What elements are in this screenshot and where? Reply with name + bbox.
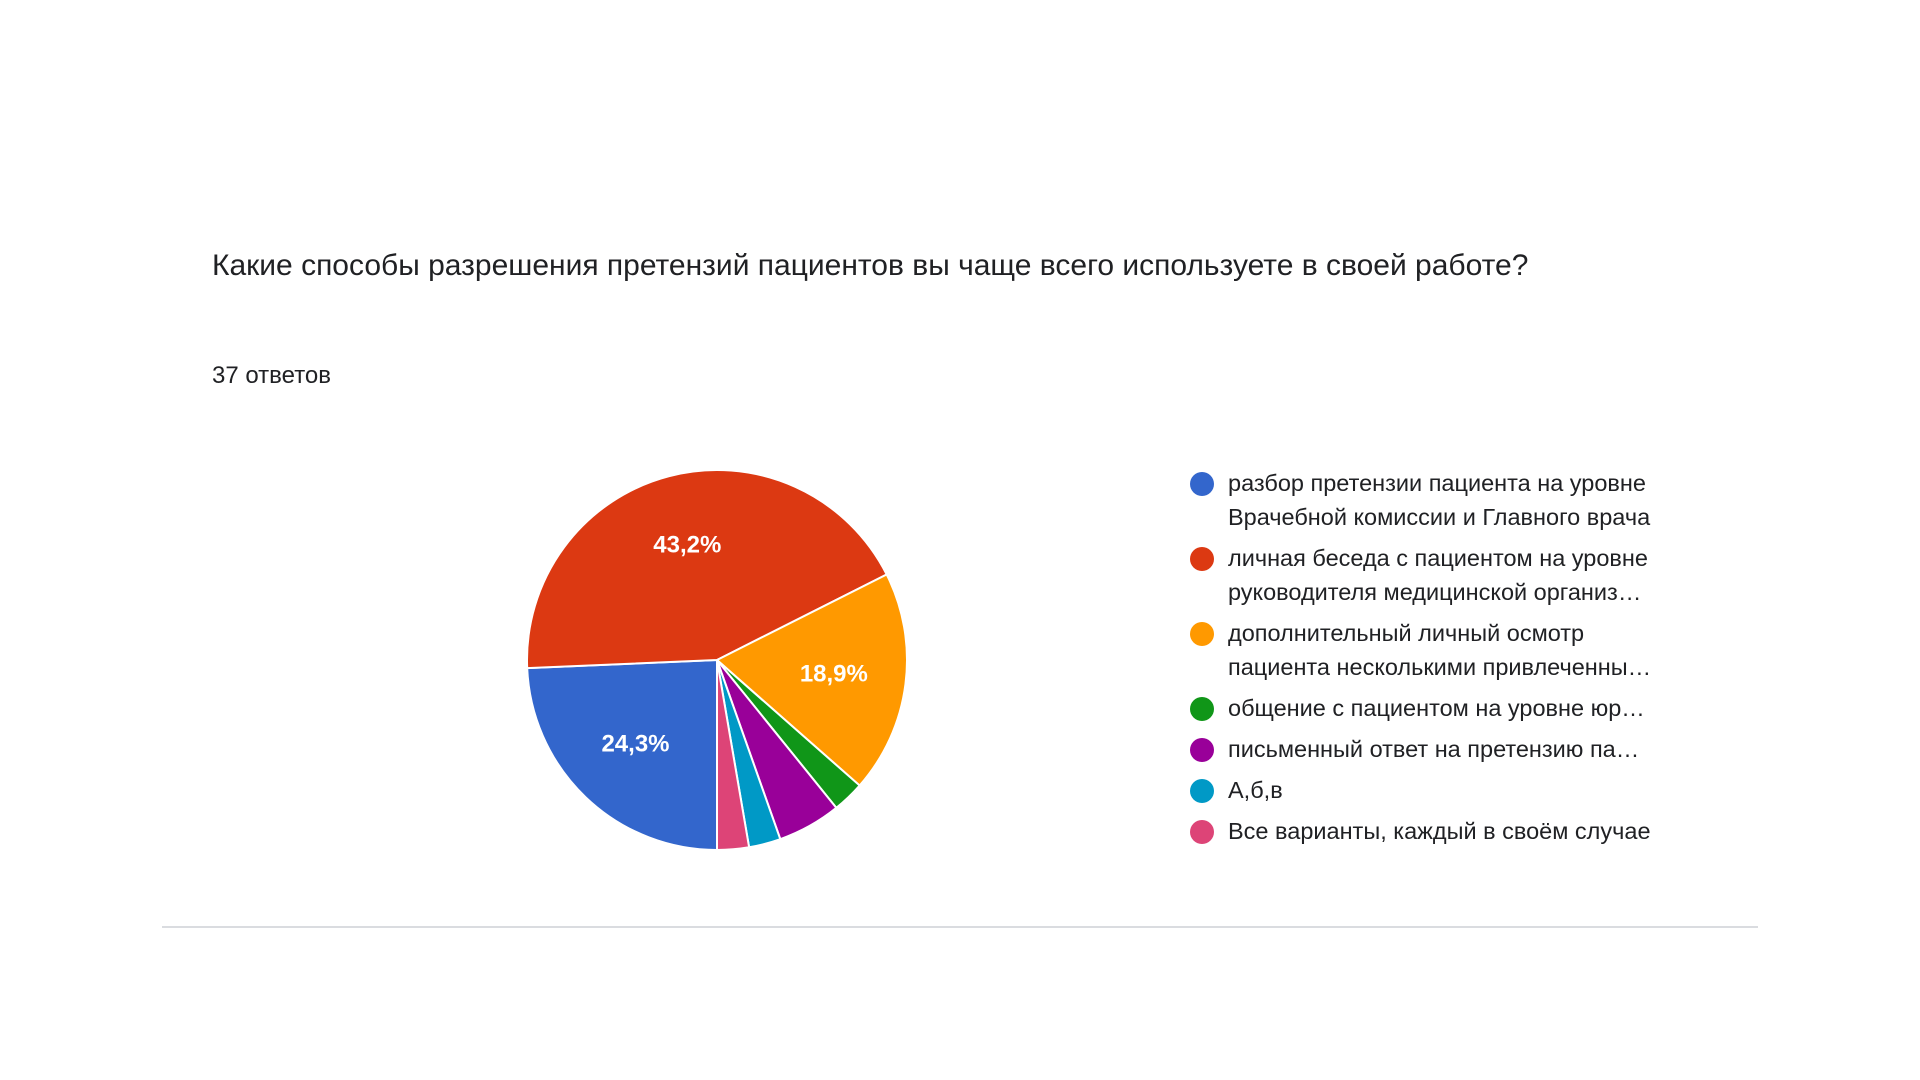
legend-item: общение с пациентом на уровне юр… (1190, 691, 1710, 725)
pie-slices (526, 469, 908, 852)
slice-label-2: 18,9% (800, 660, 868, 687)
legend-swatch (1190, 820, 1214, 844)
slice-label-0: 24,3% (601, 730, 669, 757)
legend-label: Все варианты, каждый в своём случае (1228, 818, 1651, 844)
pie-slice-0 (526, 658, 718, 852)
response-count: 37 ответов (212, 362, 332, 389)
pie-labels: 24,3% 43,2% 18,9% (601, 531, 867, 757)
legend-swatch (1190, 697, 1214, 721)
legend-label: письменный ответ на претензию па… (1228, 736, 1640, 762)
legend-item: дополнительный личный осмотр пациента не… (1190, 616, 1710, 684)
legend-item: разбор претензии пациента на уровне Врач… (1190, 466, 1710, 534)
legend-label: общение с пациентом на уровне юр… (1228, 695, 1645, 721)
legend-item: личная беседа с пациентом на уровне руко… (1190, 541, 1710, 609)
legend-swatch (1190, 547, 1214, 571)
legend-item: Все варианты, каждый в своём случае (1190, 814, 1710, 848)
legend-label: дополнительный личный осмотр пациента не… (1228, 620, 1652, 680)
legend-label: разбор претензии пациента на уровне Врач… (1228, 470, 1651, 530)
legend-swatch (1190, 738, 1214, 762)
pie-slice-6 (716, 659, 751, 852)
legend-label: А,б,в (1228, 777, 1283, 803)
pie-slice-1 (526, 469, 889, 670)
slice-label-1: 43,2% (653, 531, 721, 558)
question-title: Какие способы разрешения претензий пацие… (212, 249, 1529, 282)
legend-swatch (1190, 472, 1214, 496)
pie-chart: 24,3% 43,2% 18,9% (526, 469, 908, 852)
pie-slice-2 (715, 573, 908, 787)
legend-item: письменный ответ на претензию па… (1190, 732, 1710, 766)
question-card: Какие способы разрешения претензий пацие… (162, 170, 1758, 928)
legend-swatch (1190, 779, 1214, 803)
legend-item: А,б,в (1190, 773, 1710, 807)
chart-legend: разбор претензии пациента на уровне Врач… (1190, 466, 1710, 855)
legend-label: личная беседа с пациентом на уровне руко… (1228, 545, 1648, 605)
legend-swatch (1190, 622, 1214, 646)
